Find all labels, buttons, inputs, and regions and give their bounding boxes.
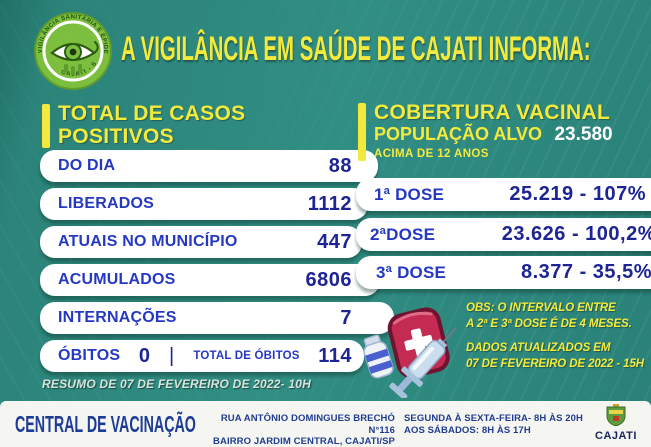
case-row-internacoes: INTERNAÇÕES 7	[40, 302, 394, 334]
dose-value: 8.377 - 35,5%	[520, 261, 651, 283]
footer-address: RUA ANTÔNIO DOMINGUES BRECHÓ N°116 BAIRR…	[193, 413, 395, 447]
deaths-divider: |	[169, 344, 175, 367]
health-surveillance-logo: VIGILÂNCIA SANITÁRIA E EPIDEMIOLÓGICA CA…	[33, 11, 112, 90]
case-row-label: INTERNAÇÕES	[58, 309, 177, 326]
deaths-label: ÓBITOS	[58, 347, 121, 364]
dose-value: 23.626 - 100,2%	[501, 223, 651, 245]
cases-title-line2: POSITIVOS	[58, 125, 174, 148]
case-row-value: 7	[340, 306, 352, 329]
address-line1: RUA ANTÔNIO DOMINGUES BRECHÓ N°116	[220, 413, 395, 436]
case-row-value: 1112	[307, 192, 352, 215]
summary-note: RESUMO DE 07 DE FEVEREIRO DE 2022- 10H	[42, 377, 312, 391]
case-row-label: LIBERADOS	[58, 195, 155, 212]
case-row-label: ATUAIS NO MUNICÍPIO	[58, 233, 238, 250]
hours-line2: AOS SÁBADOS: 8H ÀS 17H	[404, 424, 531, 436]
syringe-icon	[389, 326, 457, 398]
dose-label: 1ª DOSE	[374, 184, 445, 204]
vaccine-accent-bar	[358, 103, 366, 161]
hours-line1: SEGUNDA À SEXTA-FEIRA- 8H ÀS 20H	[404, 413, 583, 424]
population-value: 23.580	[554, 124, 613, 145]
dose-label: 2ªDOSE	[370, 224, 436, 244]
dose-row-1: 1ª DOSE 25.219 - 107%	[356, 178, 651, 211]
obs-line1: OBS: O INTERVALO ENTRE	[466, 302, 616, 314]
obs-line2: A 2ª E 3ª DOSE É DE 4 MESES.	[466, 318, 632, 330]
dose-value: 25.219 - 107%	[509, 183, 646, 205]
population-line: POPULAÇÃO ALVO 23.580	[374, 124, 613, 146]
cases-title-line1: TOTAL DE CASOS	[58, 102, 246, 125]
footer-bar: CENTRAL DE VACINAÇÃO RUA ANTÔNIO DOMINGU…	[0, 401, 651, 447]
cases-accent-bar	[42, 104, 50, 148]
eye-icon	[50, 41, 99, 75]
population-sub-label: ACIMA DE 12 ANOS	[374, 148, 489, 160]
dose-row-3: 3ª DOSE 8.377 - 35,5%	[356, 256, 651, 289]
case-row-label: ACUMULADOS	[58, 271, 176, 288]
updated-line2: 07 DE FEVEREIRO DE 2022 - 15H	[466, 358, 644, 370]
deaths-value: 0	[138, 344, 151, 367]
updated-note: DADOS ATUALIZADOS EM 07 DE FEVEREIRO DE …	[466, 340, 644, 372]
vaccine-illustration	[363, 307, 457, 398]
vaccine-vial-icon	[363, 334, 394, 379]
case-row-liberados: LIBERADOS 1112	[40, 188, 368, 220]
vaccine-panel-title: COBERTURA VACINAL	[374, 101, 611, 124]
dose-label: 3ª DOSE	[376, 262, 447, 282]
case-row-obitos: ÓBITOS 0 | TOTAL DE ÓBITOS 114	[40, 340, 364, 372]
cases-panel-title: TOTAL DE CASOS POSITIVOS	[58, 102, 245, 148]
case-row-label: DO DIA	[58, 157, 116, 174]
case-row-do-dia: DO DIA 88	[40, 150, 378, 182]
case-row-atuais: ATUAIS NO MUNICÍPIO 447	[40, 226, 362, 258]
population-label: POPULAÇÃO ALVO	[374, 124, 543, 144]
total-deaths-label: TOTAL DE ÓBITOS	[193, 350, 300, 362]
case-row-acumulados: ACUMULADOS 6806	[40, 264, 380, 296]
updated-line1: DADOS ATUALIZADOS EM	[466, 342, 611, 354]
footer-title: CENTRAL DE VACINAÇÃO	[15, 410, 196, 437]
obs-note: OBS: O INTERVALO ENTRE A 2ª E 3ª DOSE É …	[466, 300, 632, 332]
city-logo: CAJATI	[595, 404, 637, 442]
city-logo-label: CAJATI	[595, 430, 637, 442]
total-deaths-value: 114	[318, 344, 352, 367]
dose-row-2: 2ªDOSE 23.626 - 100,2%	[356, 218, 651, 251]
footer-hours: SEGUNDA À SEXTA-FEIRA- 8H ÀS 20H AOS SÁB…	[404, 413, 589, 436]
page-title: A VIGILÂNCIA EM SAÚDE DE CAJATI INFORMA:	[121, 30, 591, 68]
case-row-value: 6806	[305, 268, 352, 291]
cajati-crest-icon	[606, 404, 626, 427]
address-line2: BAIRRO JARDIM CENTRAL, CAJATI/SP	[213, 436, 395, 447]
case-row-value: 447	[317, 230, 352, 253]
case-row-value: 88	[328, 154, 352, 177]
